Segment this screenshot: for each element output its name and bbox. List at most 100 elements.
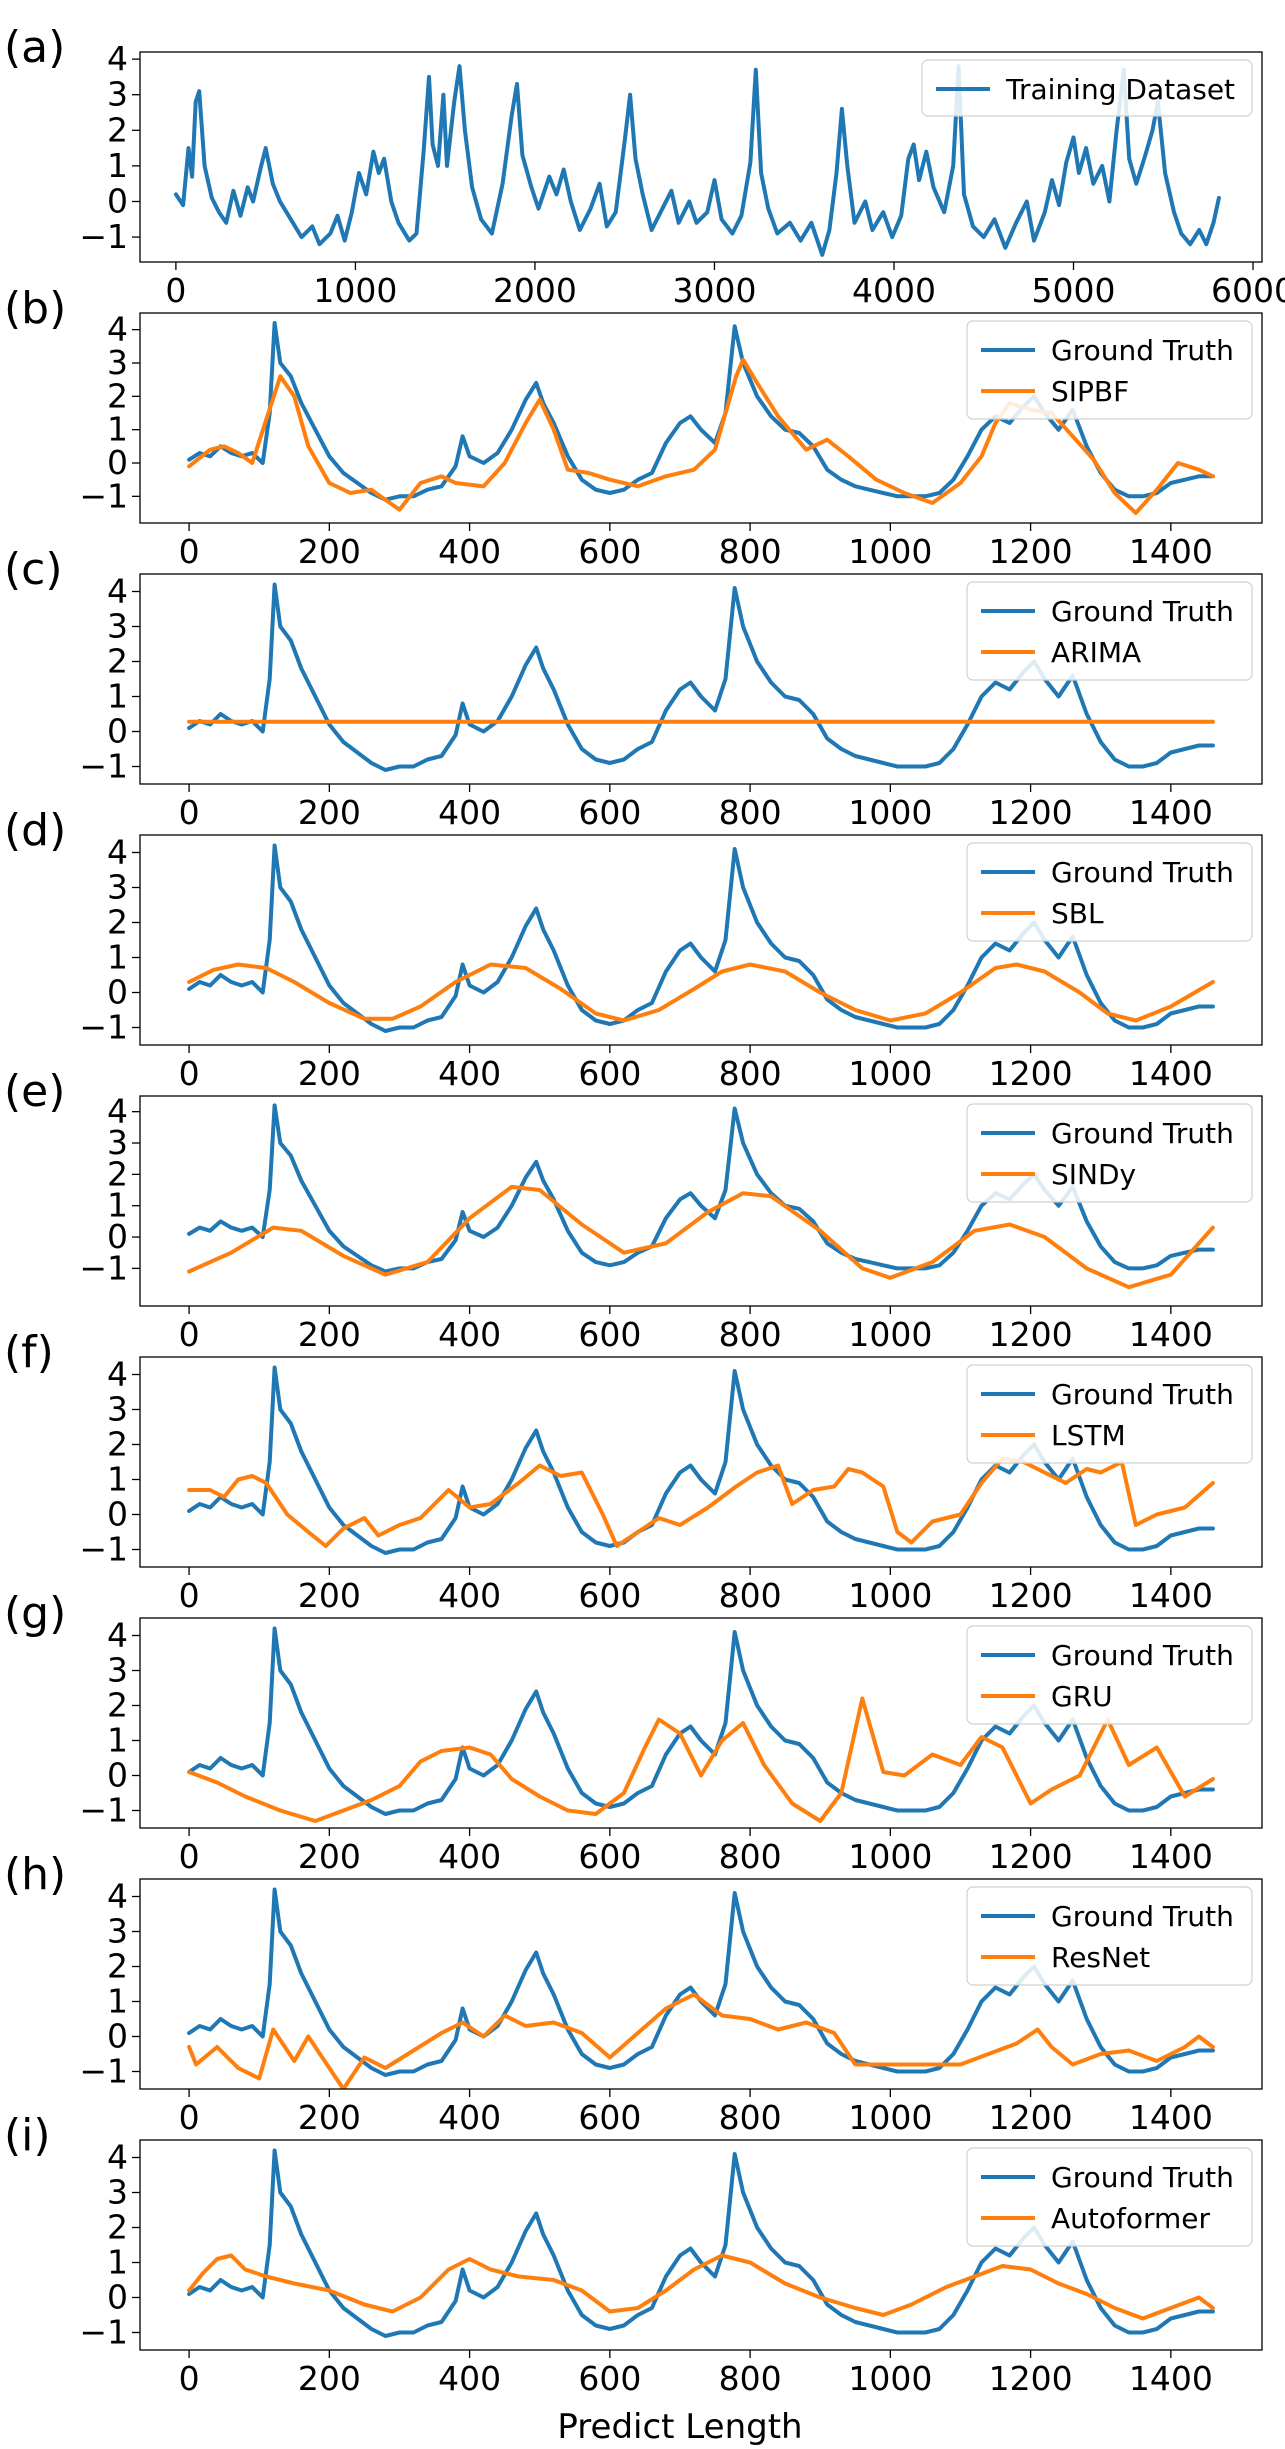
y-tick-label: 1: [107, 1186, 128, 1225]
y-tick-label: 4: [107, 39, 128, 78]
legend-label: Ground Truth: [1051, 1900, 1234, 1933]
y-tick-label: 1: [107, 1460, 128, 1499]
y-tick-label: 3: [107, 868, 128, 907]
y-tick-label: 0: [107, 181, 128, 220]
y-tick-label: 2: [107, 2208, 128, 2247]
panel-2: 0 200 400 600 800 1000 1200 1400−101234(b)Groun…: [4, 283, 1263, 571]
y-tick-label: 2: [107, 1686, 128, 1725]
x-tick-label: 200: [298, 1054, 361, 1093]
y-tick-label: 1: [107, 1982, 128, 2021]
y-tick-label: −1: [79, 476, 128, 515]
x-tick-label: 0: [179, 2359, 200, 2398]
panel-9: 0 200 400 600 800 1000 1200 1400−101234(i)Groun…: [4, 2110, 1263, 2398]
y-tick-label: 3: [107, 2173, 128, 2212]
x-tick-label: 1200: [989, 1054, 1073, 1093]
x-tick-label: 800: [719, 793, 782, 832]
y-tick-label: 1: [107, 938, 128, 977]
x-tick-label: 600: [578, 793, 641, 832]
y-tick-label: 0: [107, 1217, 128, 1256]
panel-5: 0 200 400 600 800 1000 1200 1400−101234(e)Groun…: [4, 1066, 1263, 1354]
y-tick-label: 4: [107, 1877, 128, 1916]
x-tick-label: 1200: [989, 1315, 1073, 1354]
legend-label: Ground Truth: [1051, 595, 1234, 628]
axes-frame: [139, 1095, 1263, 1307]
legend-box: [966, 2147, 1253, 2247]
y-tick-label: 4: [107, 1616, 128, 1655]
x-tick-label: 0: [165, 271, 186, 310]
x-tick-label: 0: [179, 1315, 200, 1354]
legend: Ground Truth Autoformer: [966, 2147, 1253, 2247]
x-tick-label: 200: [298, 1576, 361, 1615]
x-tick-label: 200: [298, 532, 361, 571]
legend-label: Autoformer: [1051, 2202, 1211, 2235]
x-tick-label: 800: [719, 1576, 782, 1615]
y-tick-label: 2: [107, 642, 128, 681]
y-tick-label: 2: [107, 376, 128, 415]
legend-box: [966, 320, 1253, 420]
panel-8: 0 200 400 600 800 1000 1200 1400−101234(h)Groun…: [4, 1849, 1263, 2137]
legend-label: Ground Truth: [1051, 1639, 1234, 1672]
panel-label: (d): [4, 805, 66, 856]
legend: Ground Truth LSTM: [966, 1364, 1253, 1464]
x-tick-label: 1400: [1129, 1576, 1213, 1615]
axes-frame: [139, 312, 1263, 524]
legend: Ground Truth ResNet: [966, 1886, 1253, 1986]
axes-frame: [139, 573, 1263, 785]
x-tick-label: 1000: [848, 2098, 932, 2137]
y-tick-label: 4: [107, 1092, 128, 1131]
x-tick-label: 1200: [989, 793, 1073, 832]
y-tick-label: 3: [107, 1651, 128, 1690]
legend-label: Ground Truth: [1051, 334, 1234, 367]
y-tick-label: −1: [79, 2052, 128, 2091]
y-tick-label: −1: [79, 2313, 128, 2352]
panel-3: 0 200 400 600 800 1000 1200 1400−101234(c)Groun…: [4, 544, 1263, 832]
legend: Ground Truth SBL: [966, 842, 1253, 942]
y-tick-label: 2: [107, 1425, 128, 1464]
legend: Ground Truth SIPBF: [966, 320, 1253, 420]
y-tick-label: −1: [79, 1008, 128, 1047]
legend-label: LSTM: [1051, 1419, 1126, 1452]
panel-label: (g): [4, 1588, 66, 1639]
x-tick-label: 800: [719, 2359, 782, 2398]
legend-label: SBL: [1051, 897, 1104, 930]
y-tick-label: −1: [79, 217, 128, 256]
x-tick-label: 800: [719, 1054, 782, 1093]
legend-box: [966, 1364, 1253, 1464]
axes-frame: [139, 51, 1263, 263]
x-tick-label: 1200: [989, 2359, 1073, 2398]
x-tick-label: 1400: [1129, 793, 1213, 832]
x-tick-label: 600: [578, 1054, 641, 1093]
y-tick-label: −1: [79, 1248, 128, 1287]
x-tick-label: 0: [179, 532, 200, 571]
panel-7: 0 200 400 600 800 1000 1200 1400−101234(g)Groun…: [4, 1588, 1263, 1876]
x-tick-label: 800: [719, 2098, 782, 2137]
y-tick-label: −1: [79, 1530, 128, 1569]
legend-box: [921, 59, 1253, 117]
y-tick-label: 2: [107, 1154, 128, 1193]
y-tick-label: −1: [79, 747, 128, 786]
legend-label: Ground Truth: [1051, 1378, 1234, 1411]
y-tick-label: 0: [107, 2017, 128, 2056]
legend-box: [966, 1103, 1253, 1203]
x-tick-label: 200: [298, 2098, 361, 2137]
legend-label: GRU: [1051, 1680, 1113, 1713]
panel-6: 0 200 400 600 800 1000 1200 1400−101234(f)Groun…: [4, 1327, 1263, 1615]
x-tick-label: 0: [179, 1054, 200, 1093]
x-tick-label: 400: [438, 1576, 501, 1615]
x-tick-label: 1000: [848, 1315, 932, 1354]
x-tick-label: 1400: [1129, 1054, 1213, 1093]
axes-frame: [139, 1617, 1263, 1829]
x-tick-label: 1400: [1129, 1315, 1213, 1354]
x-tick-label: 5000: [1032, 271, 1116, 310]
x-tick-label: 400: [438, 1315, 501, 1354]
legend-label: Ground Truth: [1051, 1117, 1234, 1150]
y-tick-label: 0: [107, 973, 128, 1012]
legend-box: [966, 1625, 1253, 1725]
legend-box: [966, 1886, 1253, 1986]
x-tick-label: 600: [578, 532, 641, 571]
x-tick-label: 600: [578, 1576, 641, 1615]
legend-label: ResNet: [1051, 1941, 1150, 1974]
y-tick-label: 1: [107, 677, 128, 716]
x-tick-label: 200: [298, 1315, 361, 1354]
legend: Training Dataset: [921, 59, 1253, 117]
